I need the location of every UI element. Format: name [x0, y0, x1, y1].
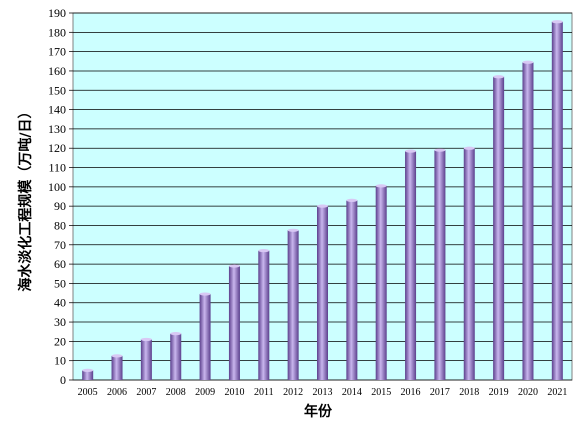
bar-cap: [346, 198, 358, 202]
x-tick-label: 2019: [489, 387, 509, 398]
bar-cap: [317, 204, 328, 208]
y-axis-title: 海水淡化工程规模（万吨/日）: [17, 104, 34, 291]
bar-cap: [522, 60, 534, 64]
x-tick-label: 2016: [401, 387, 421, 398]
x-tick-label: 2009: [195, 387, 215, 398]
x-tick-label: 2020: [518, 387, 538, 398]
bar: [405, 151, 417, 380]
x-tick-label: 2010: [224, 387, 244, 398]
x-tick-label: 2015: [371, 387, 391, 398]
x-axis-title: 年份: [304, 403, 333, 420]
bar: [493, 76, 505, 381]
bar: [317, 206, 328, 380]
bar: [170, 333, 182, 380]
y-tick-label: 100: [48, 180, 66, 194]
y-tick-label: 10: [54, 354, 66, 368]
bar-cap: [405, 149, 417, 153]
x-axis-ticks: 2005 2006 2007 2008 2009 2010 2011 2012 2013 2014…: [78, 387, 568, 398]
y-tick-label: 120: [48, 141, 66, 155]
y-tick-label: 140: [48, 103, 66, 117]
bar: [140, 339, 152, 380]
bar-cap: [287, 228, 299, 232]
bar-cap: [375, 184, 387, 188]
bar: [375, 185, 387, 380]
bar: [434, 150, 446, 380]
y-tick-label: 130: [48, 122, 66, 136]
x-tick-label: 2005: [78, 387, 98, 398]
bar: [287, 230, 299, 380]
y-tick-label: 180: [48, 25, 66, 39]
x-tick-label: 2013: [313, 387, 333, 398]
x-tick-label: 2011: [254, 387, 274, 398]
y-tick-label: 80: [54, 218, 66, 232]
y-tick-label: 30: [54, 315, 66, 329]
y-tick-label: 40: [54, 296, 66, 310]
bar-cap: [82, 368, 94, 372]
bar-cap: [111, 354, 123, 358]
x-tick-label: 2012: [283, 387, 303, 398]
x-tick-label: 2018: [459, 387, 479, 398]
bars: [82, 20, 563, 381]
x-tick-label: 2006: [107, 387, 127, 398]
bar: [346, 200, 358, 380]
y-tick-label: 90: [54, 199, 66, 213]
x-tick-label: 2014: [342, 387, 362, 398]
y-tick-label: 20: [54, 334, 66, 348]
y-tick-label: 170: [48, 45, 66, 59]
bar: [82, 370, 94, 380]
y-tick-label: 150: [48, 83, 66, 97]
bar-cap: [140, 337, 152, 342]
bar-cap: [199, 292, 211, 296]
x-tick-label: 2017: [430, 387, 450, 398]
bar: [551, 21, 563, 380]
bar-cap: [228, 264, 240, 268]
bar: [199, 294, 211, 380]
bar-cap: [463, 146, 475, 150]
y-tick-label: 70: [54, 238, 66, 252]
y-tick-label: 50: [54, 276, 66, 290]
x-tick-label: 2007: [136, 387, 156, 398]
bar-cap: [170, 332, 182, 336]
bar: [258, 250, 270, 380]
bar: [228, 266, 240, 380]
y-tick-label: 160: [48, 64, 66, 78]
y-tick-label: 110: [48, 161, 66, 175]
x-tick-label: 2008: [166, 387, 186, 398]
bar: [522, 62, 534, 381]
y-tick-label: 60: [54, 257, 66, 271]
bar-cap: [493, 75, 505, 79]
bar-cap: [551, 20, 563, 24]
bar-cap: [434, 148, 446, 152]
bar: [463, 148, 475, 380]
bar-cap: [258, 248, 270, 253]
x-tick-label: 2021: [547, 387, 567, 398]
bar: [111, 355, 123, 380]
y-tick-label: 190: [48, 6, 66, 20]
y-axis-ticks: 0 10 20 30 40 50 60 70 80 90 100 110 120 130 140 150 160…: [48, 6, 73, 387]
y-tick-label: 0: [60, 373, 66, 387]
